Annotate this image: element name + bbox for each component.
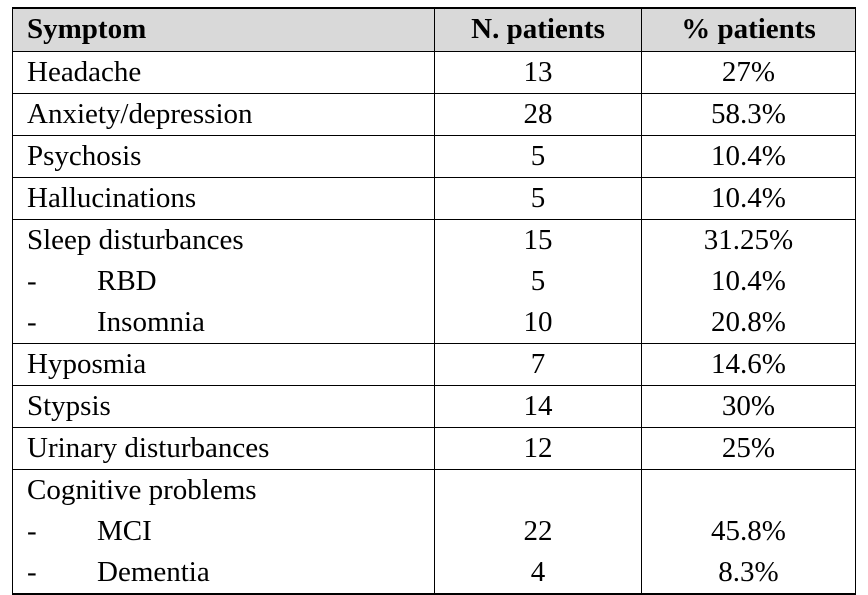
table-row: Psychosis 5 10.4% [12,135,856,178]
header-symptom: Symptom [12,7,435,52]
pct-patients-value: 20.8% [711,306,786,338]
pct-patients-cell: 10.4% [641,135,856,178]
n-patients-cell: 15 5 10 [434,219,642,344]
sub-item-dash: - [27,556,37,588]
n-patients-cell: 22 4 [434,469,642,595]
pct-patients-value: 10.4% [711,265,786,297]
sub-item-label: Insomnia [97,306,205,338]
table-row-cognitive-problems: Cognitive problems - MCI - Dementia 22 4 4… [12,469,856,595]
symptom-table: Symptom N. patients % patients Headache … [12,7,856,595]
n-patients-value: 4 [530,556,546,588]
pct-patients-cell: 14.6% [641,343,856,386]
pct-patients-value [642,470,855,511]
n-patients-value: 5 [530,265,546,297]
n-patients-value [435,470,641,511]
table-row: Urinary disturbances 12 25% [12,427,856,470]
table-row: Hyposmia 7 14.6% [12,343,856,386]
symptom-cell: Hyposmia [12,343,435,386]
table-row: Headache 13 27% [12,51,856,94]
symptom-table-container: Symptom N. patients % patients Headache … [12,7,856,595]
symptom-label: Cognitive problems [27,474,257,506]
header-row: Symptom N. patients % patients [12,7,856,52]
n-patients-cell: 14 [434,385,642,428]
symptom-cell: Stypsis [12,385,435,428]
symptom-cell: Psychosis [12,135,435,178]
table-row: Anxiety/depression 28 58.3% [12,93,856,136]
n-patients-cell: 12 [434,427,642,470]
n-patients-cell: 13 [434,51,642,94]
n-patients-cell: 7 [434,343,642,386]
pct-patients-cell: 30% [641,385,856,428]
n-patients-value: 22 [523,515,553,547]
symptom-cell: Sleep disturbances - RBD - Insomnia [12,219,435,344]
pct-patients-cell: 45.8% 8.3% [641,469,856,595]
pct-patients-cell: 58.3% [641,93,856,136]
pct-patients-cell: 27% [641,51,856,94]
symptom-cell: Urinary disturbances [12,427,435,470]
sub-item: - Dementia [27,552,434,593]
pct-patients-cell: 31.25% 10.4% 20.8% [641,219,856,344]
pct-patients-cell: 10.4% [641,177,856,220]
symptom-cell: Headache [12,51,435,94]
n-patients-value: 15 [523,224,553,256]
n-patients-value: 10 [523,306,553,338]
n-patients-cell: 5 [434,177,642,220]
symptom-cell: Anxiety/depression [12,93,435,136]
symptom-label: Sleep disturbances [27,224,244,256]
header-pct-patients: % patients [641,7,856,52]
table-header: Symptom N. patients % patients [12,7,856,52]
symptom-cell: Hallucinations [12,177,435,220]
table-row: Stypsis 14 30% [12,385,856,428]
sub-item-dash: - [27,515,37,547]
header-n-patients: N. patients [434,7,642,52]
symptom-cell: Cognitive problems - MCI - Dementia [12,469,435,595]
table-row-sleep-disturbances: Sleep disturbances - RBD - Insomnia 15 5 1… [12,219,856,344]
sub-item-label: RBD [97,265,157,297]
sub-item: - MCI [27,511,434,552]
pct-patients-value: 31.25% [703,224,794,256]
sub-item: - RBD [27,261,434,302]
table-body: Headache 13 27% Anxiety/depression 28 58… [12,51,856,595]
n-patients-cell: 28 [434,93,642,136]
pct-patients-value: 45.8% [711,515,786,547]
sub-item: - Insomnia [27,302,434,343]
sub-item-label: MCI [97,515,152,547]
pct-patients-value: 8.3% [718,556,779,588]
table-row: Hallucinations 5 10.4% [12,177,856,220]
sub-item-dash: - [27,306,37,338]
sub-item-label: Dementia [97,556,210,588]
n-patients-cell: 5 [434,135,642,178]
pct-patients-cell: 25% [641,427,856,470]
sub-item-dash: - [27,265,37,297]
